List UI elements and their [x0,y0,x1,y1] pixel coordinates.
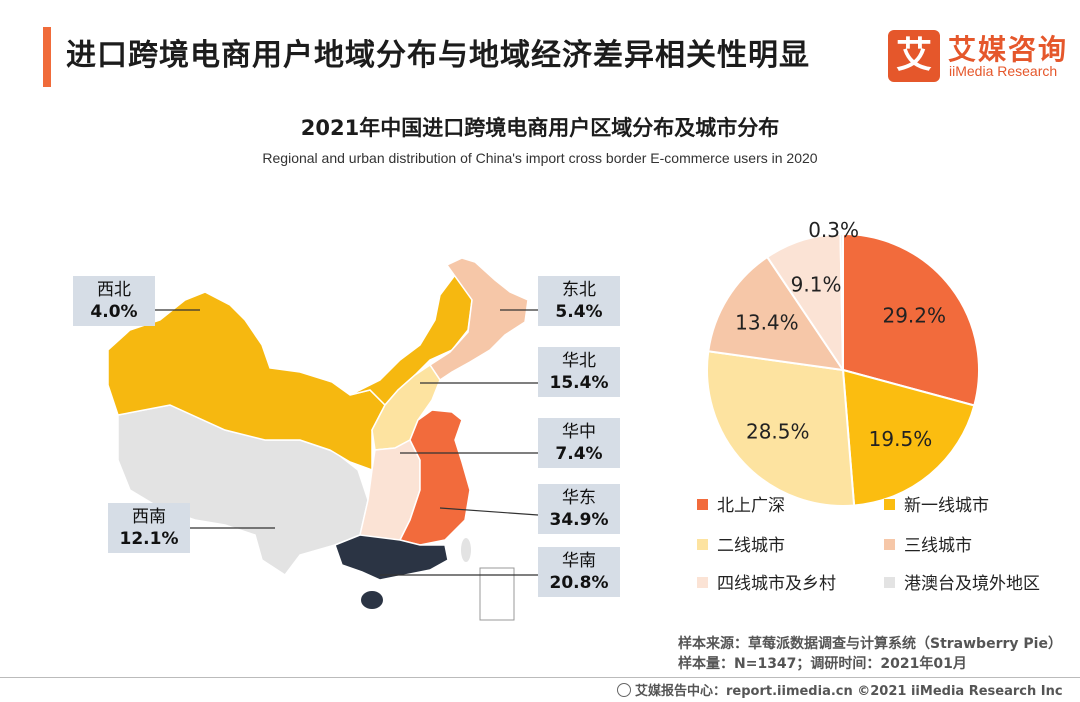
pie-slice-label: 0.3% [808,218,859,242]
region-value: 15.4% [549,373,609,393]
legend-item: 北上广深 [697,494,785,518]
leader-line-east [439,507,539,516]
pie-slice [707,255,846,372]
region-value: 12.1% [119,529,179,549]
legend-item: 港澳台及境外地区 [884,572,1040,596]
legend-label: 四线城市及乡村 [717,574,836,594]
brand-name-cn: 艾媒咨询 [948,33,1069,66]
region-value: 7.4% [555,444,603,464]
brand-name-en: iiMedia Research [949,63,1058,79]
pie-slice [841,368,976,507]
footer: 艾媒报告中心：report.iimedia.cn ©2021 iiMedia R… [617,680,1063,699]
source-note: 样本来源：草莓派数据调查与计算系统（Strawberry Pie） 样本量：N=… [678,634,1062,674]
page-title: 进口跨境电商用户地域分布与地域经济差异相关性明显 [66,38,810,73]
legend-label: 北上广深 [717,496,785,516]
region-value: 4.0% [90,302,138,322]
region-label-south: 华南 20.8% [538,547,620,597]
pie-slice [706,350,856,507]
pie-slice-label: 28.5% [746,420,810,444]
region-label-southwest: 西南 12.1% [108,503,190,553]
legend-label: 港澳台及境外地区 [904,574,1040,594]
map-island-hainan [361,591,383,609]
legend-item: 三线城市 [884,534,972,558]
brand-logo: 艾 艾媒咨询 iiMedia Research [888,28,1068,84]
region-value: 5.4% [555,302,603,322]
pie-slice [765,233,845,374]
region-label-northwest: 西北 4.0% [73,276,155,326]
title-accent-bar [43,27,51,87]
legend-swatch [884,539,895,550]
legend-item: 四线城市及乡村 [697,572,836,596]
region-label-north: 华北 15.4% [538,347,620,397]
legend-label: 新一线城市 [904,496,989,516]
region-label-central: 华中 7.4% [538,418,620,468]
region-name: 东北 [562,280,596,300]
chart-subtitle: Regional and urban distribution of China… [262,150,818,166]
map-region-northeast [428,257,529,382]
source-line-2: 样本量：N=1347；调研时间：2021年01月 [678,656,967,672]
map-region-east [398,409,471,546]
region-name: 西南 [132,507,166,527]
legend-swatch [697,539,708,550]
pie-slice-label: 19.5% [869,427,933,451]
pie-slice [839,232,844,371]
region-label-northeast: 东北 5.4% [538,276,620,326]
region-name: 西北 [97,280,131,300]
legend-label: 二线城市 [717,536,785,556]
pie-slice [842,232,980,407]
region-name: 华南 [562,551,596,571]
legend-item: 二线城市 [697,534,785,558]
region-label-east: 华东 34.9% [538,484,620,534]
legend-swatch [697,577,708,588]
region-name: 华东 [562,488,596,508]
region-name: 华北 [562,351,596,371]
brand-logo-icon: 艾 [888,30,940,82]
legend-item: 新一线城市 [884,494,989,518]
globe-icon [617,683,631,697]
legend-swatch [884,577,895,588]
region-value: 20.8% [549,573,609,593]
map-region-south [334,534,449,581]
footer-text: 艾媒报告中心：report.iimedia.cn ©2021 iiMedia R… [635,684,1063,699]
region-value: 34.9% [549,510,609,530]
map-island-taiwan [461,538,471,562]
region-name: 华中 [562,422,596,442]
pie-slice-label: 29.2% [882,303,946,327]
map-south-sea-inset [479,567,515,621]
legend-swatch [697,499,708,510]
legend-swatch [884,499,895,510]
source-line-1: 样本来源：草莓派数据调查与计算系统（Strawberry Pie） [678,636,1062,652]
pie-slice-label: 9.1% [791,272,842,296]
pie-slice-label: 13.4% [735,310,799,334]
footer-divider [0,677,1080,678]
chart-title: 2021年中国进口跨境电商用户区域分布及城市分布 [300,116,780,140]
legend-label: 三线城市 [904,536,972,556]
